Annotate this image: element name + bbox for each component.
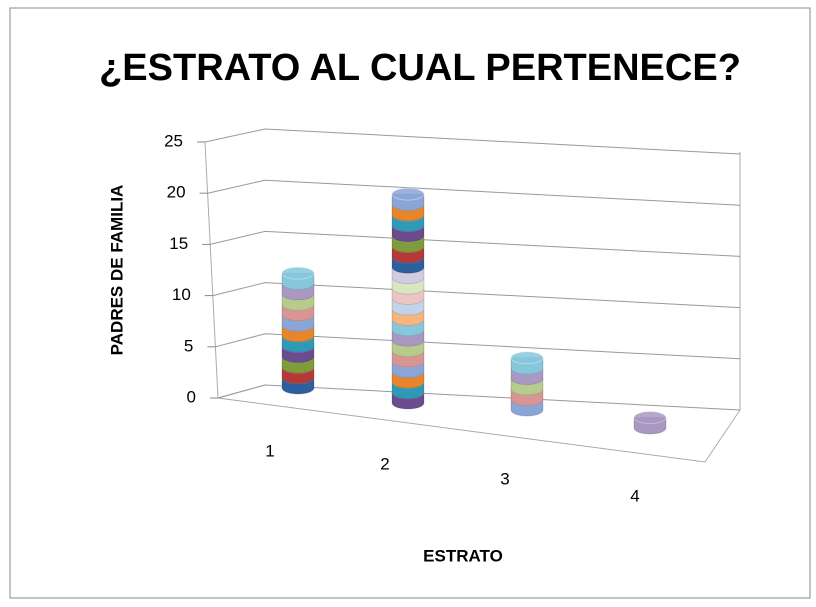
disk-top (391, 187, 425, 201)
grid-line (212, 282, 741, 309)
x-tick-label: 4 (630, 486, 639, 505)
disk-top (633, 411, 667, 425)
disk-top (281, 266, 315, 280)
y-tick-label: 15 (169, 234, 188, 253)
y-tick-label: 25 (164, 131, 183, 150)
plot-frame (204, 141, 741, 463)
y-tick-label: 5 (184, 336, 193, 355)
grid-line (215, 333, 741, 360)
x-tick-label: 2 (380, 454, 389, 473)
cylinder (281, 266, 315, 395)
x-tick-label: 3 (500, 469, 509, 488)
grid-line (207, 179, 741, 206)
y-tick-label: 10 (172, 285, 191, 304)
cylinder (391, 187, 425, 410)
grid-line (204, 128, 741, 155)
y-axis-label: PADRES DE FAMILIA (107, 185, 126, 356)
grid-line (217, 384, 741, 411)
cylinder (633, 411, 667, 435)
disk-top (510, 351, 544, 365)
grid-line (210, 230, 741, 257)
y-tick-label: 20 (167, 183, 186, 202)
x-axis-label: ESTRATO (423, 546, 503, 565)
y-tick-label: 0 (187, 387, 196, 406)
cylinder (510, 351, 544, 417)
chart-title: ¿ESTRATO AL CUAL PERTENECE? (99, 47, 741, 89)
x-tick-label: 1 (265, 441, 274, 460)
